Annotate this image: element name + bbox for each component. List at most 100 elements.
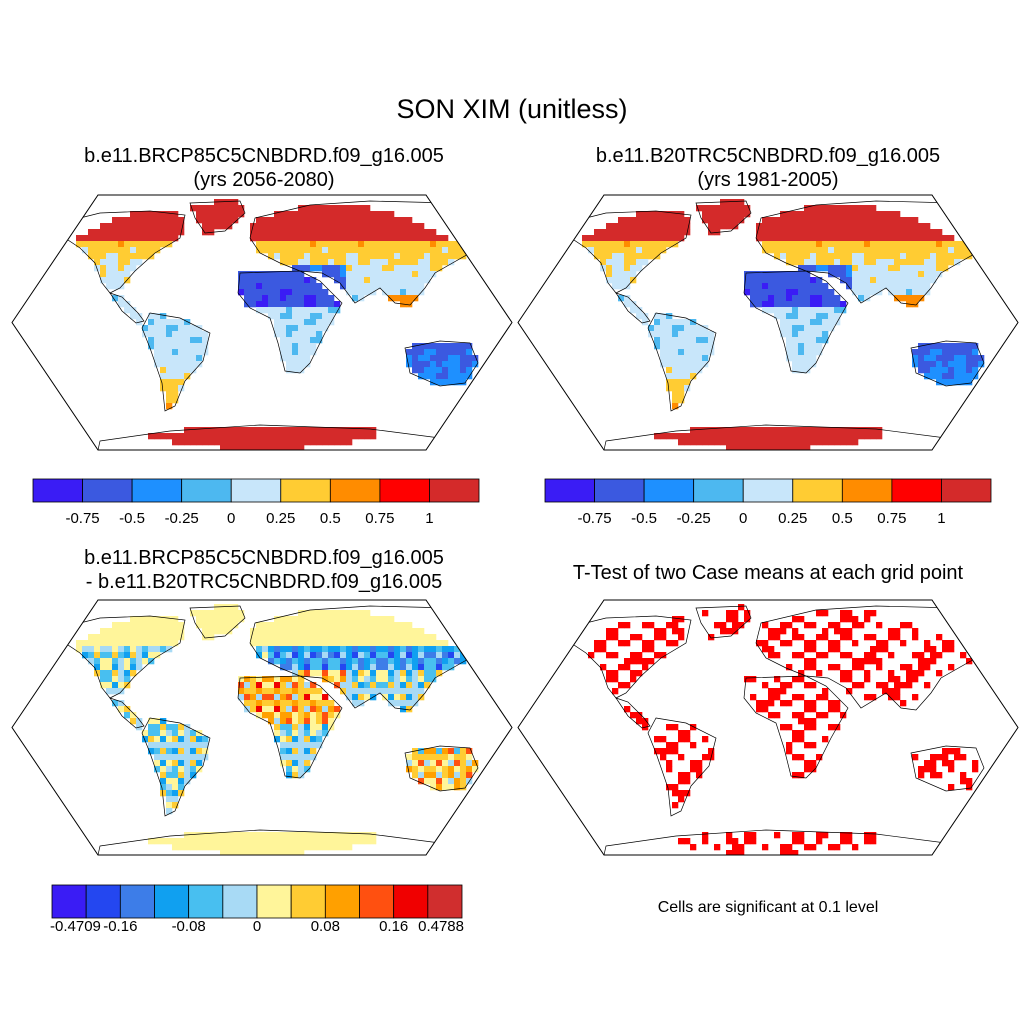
future-grid-cell <box>196 433 203 440</box>
future-grid-cell <box>334 433 341 440</box>
future-grid-cell <box>280 427 287 434</box>
future-grid-cell <box>202 217 209 224</box>
ttest-grid-cell <box>894 676 901 683</box>
difference-grid-cell <box>322 640 329 647</box>
difference-grid-cell <box>346 616 353 623</box>
historical-grid-cell <box>810 343 817 350</box>
difference-grid-cell <box>328 628 335 635</box>
historical-grid-cell <box>678 319 685 326</box>
difference-grid-cell <box>262 640 269 647</box>
difference-grid-cell <box>406 628 413 635</box>
ttest-grid-cell <box>780 688 787 695</box>
ttest-grid-cell <box>894 628 901 635</box>
historical-grid-cell <box>828 205 835 212</box>
future-grid-cell <box>460 253 467 260</box>
future-grid-cell <box>298 325 305 332</box>
difference-grid-cell <box>382 646 389 653</box>
difference-grid-cell <box>292 724 299 731</box>
difference-grid-cell <box>286 772 293 779</box>
difference-grid-cell <box>322 634 329 641</box>
difference-grid-cell <box>256 688 263 695</box>
historical-grid-cell <box>942 355 949 362</box>
historical-grid-cell <box>660 217 667 224</box>
historical-grid-cell <box>678 337 685 344</box>
historical-grid-cell <box>720 223 727 230</box>
historical-grid-cell <box>804 361 811 368</box>
historical-grid-cell <box>786 295 793 302</box>
difference-grid-cell <box>220 610 227 617</box>
historical-grid-cell <box>894 283 901 290</box>
difference-grid-cell <box>346 658 353 665</box>
historical-grid-cell <box>798 331 805 338</box>
future-grid-cell <box>340 427 347 434</box>
future-grid-cell <box>196 355 203 362</box>
future-grid-cell <box>298 301 305 308</box>
historical-grid-cell <box>966 367 973 374</box>
historical-grid-cell <box>672 433 679 440</box>
difference-grid-cell <box>460 784 467 791</box>
difference-grid-cell <box>214 844 221 851</box>
future-grid-cell <box>226 199 233 206</box>
ttest-grid-cell <box>786 664 793 671</box>
historical-grid-cell <box>672 223 679 230</box>
future-coastline-australia <box>404 340 479 387</box>
future-grid-cell <box>442 355 449 362</box>
difference-grid-cell <box>118 640 125 647</box>
historical-grid-cell <box>678 397 685 404</box>
difference-grid-cell <box>346 610 353 617</box>
historical-grid-cell <box>876 271 883 278</box>
future-grid-cell <box>322 301 329 308</box>
ttest-grid-cell <box>870 634 877 641</box>
future-grid-cell <box>358 229 365 236</box>
future-grid-cell <box>286 343 293 350</box>
future-grid-cell <box>328 313 335 320</box>
difference-grid-cell <box>292 772 299 779</box>
future-grid-cell <box>424 235 431 242</box>
ttest-grid-cell <box>810 760 817 767</box>
difference-grid-cell <box>418 634 425 641</box>
historical-grid-cell <box>954 355 961 362</box>
historical-grid-cell <box>678 379 685 386</box>
future-grid-cell <box>418 283 425 290</box>
colorbar-future-box <box>82 478 133 503</box>
historical-grid-cell <box>762 247 769 254</box>
colorbar-historical-label: -0.75 <box>577 510 611 526</box>
historical-grid-cell <box>792 241 799 248</box>
difference-grid-cell <box>178 754 185 761</box>
difference-grid-cell <box>112 646 119 653</box>
difference-grid-cell <box>358 838 365 845</box>
difference-grid-cell <box>262 694 269 701</box>
difference-grid-cell <box>172 640 179 647</box>
historical-grid-cell <box>618 217 625 224</box>
ttest-grid-cell <box>942 748 949 755</box>
difference-grid-cell <box>220 844 227 851</box>
historical-grid-cell <box>630 229 637 236</box>
historical-grid-cell <box>660 319 667 326</box>
future-grid-cell <box>370 241 377 248</box>
historical-grid-cell <box>870 265 877 272</box>
future-grid-cell <box>172 439 179 446</box>
historical-grid-cell <box>780 301 787 308</box>
historical-grid-cell <box>900 253 907 260</box>
future-grid-cell <box>112 217 119 224</box>
future-grid-cell <box>262 307 269 314</box>
future-grid-cell <box>124 259 131 266</box>
future-grid-cell <box>280 283 287 290</box>
difference-grid-cell <box>298 694 305 701</box>
historical-grid-cell <box>882 217 889 224</box>
difference-grid-cell <box>322 616 329 623</box>
future-grid-cell <box>418 277 425 284</box>
difference-grid-cell <box>262 712 269 719</box>
future-grid-cell <box>310 433 317 440</box>
ttest-grid-cell <box>750 694 757 701</box>
difference-grid-cell <box>304 766 311 773</box>
difference-grid-cell <box>160 730 167 737</box>
historical-grid-cell <box>858 265 865 272</box>
ttest-grid-cell <box>726 628 733 635</box>
ttest-grid-cell <box>702 754 709 761</box>
historical-grid-cell <box>906 247 913 254</box>
future-grid-cell <box>172 331 179 338</box>
difference-grid-cell <box>424 658 431 665</box>
future-grid-cell <box>172 217 179 224</box>
difference-grid-cell <box>310 610 317 617</box>
